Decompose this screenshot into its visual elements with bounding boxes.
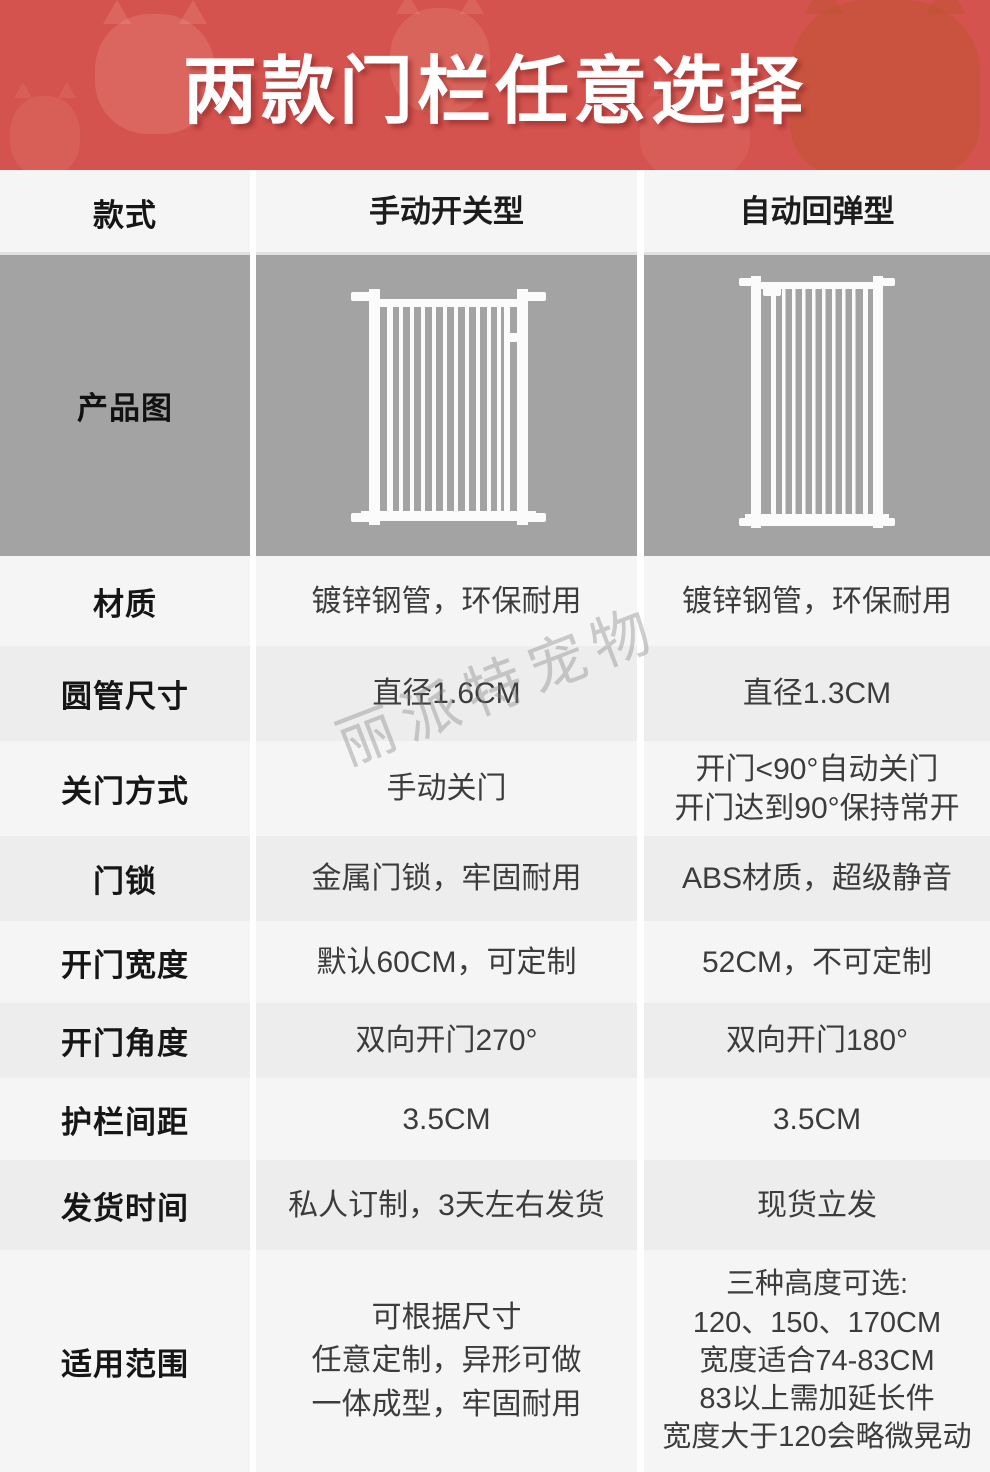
row-label: 适用范围 <box>0 1250 250 1472</box>
column-divider <box>250 255 256 556</box>
column-divider <box>637 646 644 741</box>
row-label: 护栏间距 <box>0 1078 250 1160</box>
table-row-material: 材质 镀锌钢管，环保耐用 镀锌钢管，环保耐用 <box>0 556 990 646</box>
column-divider <box>250 170 256 255</box>
auto-applicable-range: 三种高度可选: 120、150、170CM 宽度适合74-83CM 83以上需加… <box>644 1250 990 1472</box>
column-divider <box>250 741 256 836</box>
manual-material: 镀锌钢管，环保耐用 <box>256 556 637 646</box>
row-label: 门锁 <box>0 836 250 921</box>
column-divider <box>250 1160 256 1250</box>
manual-closing-method: 手动关门 <box>256 741 637 836</box>
column-divider <box>637 921 644 1003</box>
column-divider <box>250 921 256 1003</box>
auto-type-header: 自动回弹型 <box>644 170 990 255</box>
row-label: 关门方式 <box>0 741 250 836</box>
column-divider <box>637 255 644 556</box>
column-divider <box>250 836 256 921</box>
cat-photo-decoration <box>10 82 80 170</box>
header-banner: 两款门栏任意选择 <box>0 0 990 170</box>
cat-photo-decoration <box>95 0 215 134</box>
manual-shipping-time: 私人订制，3天左右发货 <box>256 1160 637 1250</box>
column-divider <box>250 1250 256 1472</box>
auto-bar-spacing: 3.5CM <box>644 1078 990 1160</box>
auto-gate-image-cell <box>644 255 990 556</box>
column-divider <box>250 1003 256 1078</box>
column-divider <box>637 170 644 255</box>
table-row-style: 款式 手动开关型 自动回弹型 <box>0 170 990 255</box>
auto-material: 镀锌钢管，环保耐用 <box>644 556 990 646</box>
manual-tube-size: 直径1.6CM <box>256 646 637 741</box>
column-divider <box>637 1160 644 1250</box>
table-row-shipping-time: 发货时间 私人订制，3天左右发货 现货立发 <box>0 1160 990 1250</box>
cat-photo-decoration <box>640 76 750 170</box>
column-divider <box>250 556 256 646</box>
auto-closing-method: 开门<90°自动关门 开门达到90°保持常开 <box>644 741 990 836</box>
table-row-lock: 门锁 金属门锁，牢固耐用 ABS材质，超级静音 <box>0 836 990 921</box>
manual-bar-spacing: 3.5CM <box>256 1078 637 1160</box>
manual-type-header: 手动开关型 <box>256 170 637 255</box>
row-label: 款式 <box>0 170 250 255</box>
manual-opening-width: 默认60CM，可定制 <box>256 921 637 1003</box>
manual-applicable-range: 可根据尺寸 任意定制，异形可做 一体成型，牢固耐用 <box>256 1250 637 1472</box>
column-divider <box>637 836 644 921</box>
auto-gate-image <box>644 255 990 556</box>
table-row-applicable-range: 适用范围 可根据尺寸 任意定制，异形可做 一体成型，牢固耐用 三种高度可选: 1… <box>0 1250 990 1472</box>
table-row-opening-width: 开门宽度 默认60CM，可定制 52CM，不可定制 <box>0 921 990 1003</box>
table-row-bar-spacing: 护栏间距 3.5CM 3.5CM <box>0 1078 990 1160</box>
row-label: 材质 <box>0 556 250 646</box>
auto-shipping-time: 现货立发 <box>644 1160 990 1250</box>
auto-tube-size: 直径1.3CM <box>644 646 990 741</box>
column-divider <box>637 1003 644 1078</box>
column-divider <box>637 556 644 646</box>
row-label: 圆管尺寸 <box>0 646 250 741</box>
page-title: 两款门栏任意选择 <box>183 49 807 133</box>
table-row-tube-size: 圆管尺寸 直径1.6CM 直径1.3CM <box>0 646 990 741</box>
table-row-opening-angle: 开门角度 双向开门270° 双向开门180° <box>0 1003 990 1078</box>
manual-opening-angle: 双向开门270° <box>256 1003 637 1078</box>
row-label: 开门宽度 <box>0 921 250 1003</box>
column-divider <box>637 741 644 836</box>
row-label: 发货时间 <box>0 1160 250 1250</box>
table-row-closing-method: 关门方式 手动关门 开门<90°自动关门 开门达到90°保持常开 <box>0 741 990 836</box>
row-label: 产品图 <box>0 255 250 556</box>
auto-opening-angle: 双向开门180° <box>644 1003 990 1078</box>
manual-gate-image <box>256 255 637 556</box>
row-label: 开门角度 <box>0 1003 250 1078</box>
manual-lock: 金属门锁，牢固耐用 <box>256 836 637 921</box>
column-divider <box>250 1078 256 1160</box>
auto-opening-width: 52CM，不可定制 <box>644 921 990 1003</box>
column-divider <box>250 646 256 741</box>
auto-lock: ABS材质，超级静音 <box>644 836 990 921</box>
column-divider <box>637 1078 644 1160</box>
table-row-product-image: 产品图 <box>0 255 990 556</box>
manual-gate-image-cell <box>256 255 637 556</box>
column-divider <box>637 1250 644 1472</box>
cat-photo-decoration <box>390 0 490 113</box>
cat-photo-decoration <box>790 0 980 170</box>
